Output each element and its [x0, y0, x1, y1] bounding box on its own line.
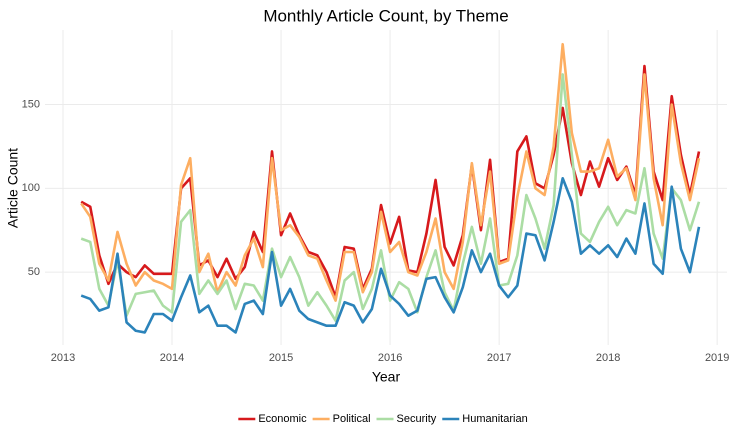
legend-label: Political — [333, 413, 371, 425]
x-tick-label: 2015 — [269, 352, 293, 364]
y-tick-label: 150 — [22, 98, 40, 110]
y-tick-label: 100 — [22, 182, 40, 194]
legend-label: Economic — [258, 413, 307, 425]
legend-label: Security — [397, 413, 437, 425]
y-tick-label: 50 — [28, 266, 40, 278]
x-tick-label: 2014 — [160, 352, 184, 364]
x-tick-label: 2019 — [705, 352, 729, 364]
series-line — [80, 42, 701, 302]
y-axis-label: Article Count — [5, 148, 21, 228]
legend-label: Humanitarian — [462, 413, 527, 425]
x-axis-label: Year — [372, 369, 401, 385]
chart-title: Monthly Article Count, by Theme — [263, 6, 508, 25]
x-tick-label: 2017 — [487, 352, 511, 364]
legend: Economic Political Security Humanitarian — [238, 413, 528, 425]
x-tick-label: 2016 — [378, 352, 402, 364]
series-line — [80, 73, 701, 322]
x-tick-label: 2018 — [596, 352, 620, 364]
series-line — [80, 64, 701, 299]
series-line — [80, 176, 701, 334]
x-tick-label: 2013 — [51, 352, 75, 364]
